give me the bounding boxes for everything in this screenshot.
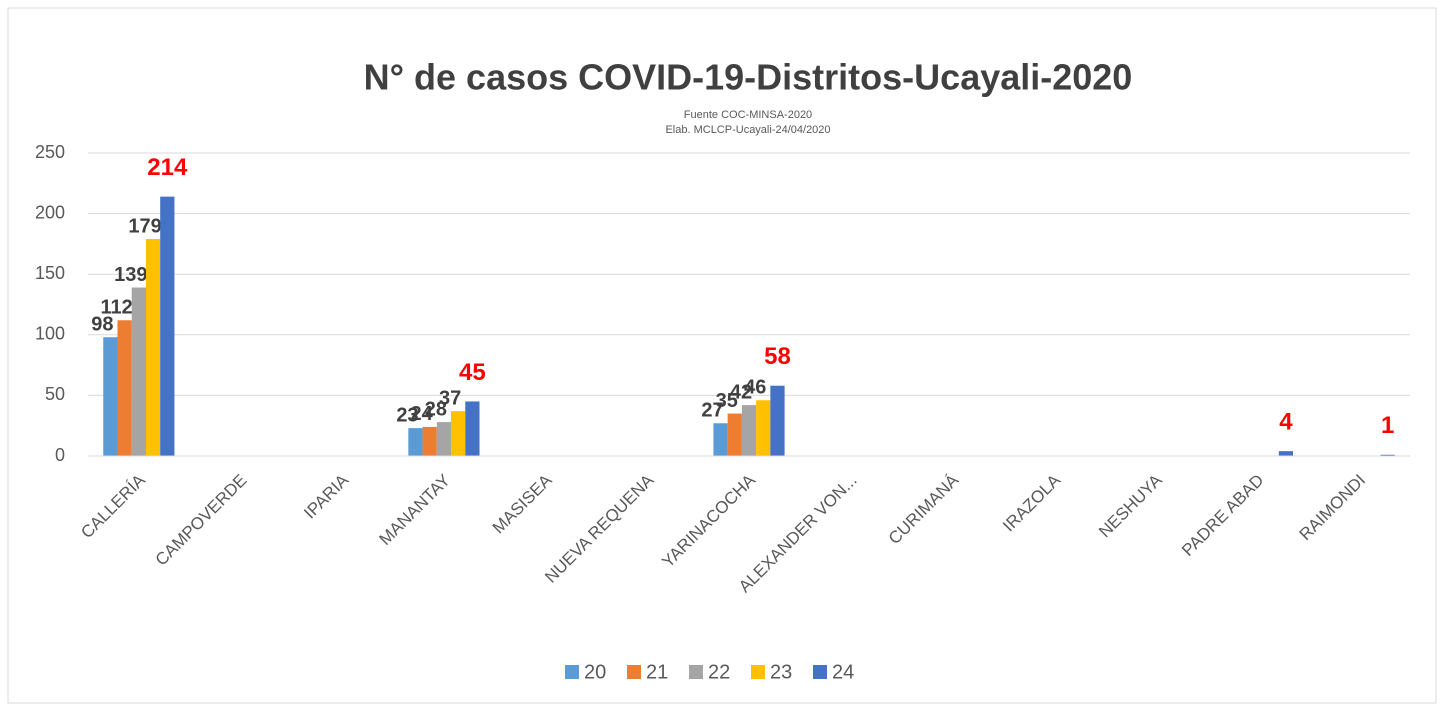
bar [727, 413, 742, 456]
data-label: 27 [701, 400, 723, 422]
bar [160, 196, 175, 456]
y-tick-label: 50 [45, 384, 65, 404]
data-label: 4 [1279, 408, 1293, 435]
legend-label: 24 [832, 661, 854, 683]
bar [451, 411, 466, 456]
chart-border [7, 7, 1437, 704]
chart-subtitle: Fuente COC-MINSA-2020 [684, 109, 812, 121]
bar [145, 239, 161, 456]
data-label: 24 [411, 403, 434, 425]
y-tick-label: 150 [35, 263, 65, 283]
legend-swatch [813, 665, 827, 679]
chart-title: N° de casos COVID-19-Distritos-Ucayali-2… [364, 57, 1133, 98]
data-label: 58 [764, 343, 791, 370]
bar [465, 401, 480, 456]
y-tick-label: 250 [35, 142, 65, 162]
data-label: 35 [716, 390, 738, 412]
data-label: 112 [100, 297, 132, 319]
bar [131, 287, 146, 456]
bar [422, 426, 437, 456]
legend-label: 20 [584, 661, 606, 683]
data-label: 214 [147, 154, 188, 181]
data-label: 98 [91, 314, 113, 336]
data-label: 139 [114, 264, 147, 286]
bar [770, 385, 785, 456]
data-label: 1 [1381, 412, 1394, 439]
legend-swatch [689, 665, 703, 679]
data-label: 23 [396, 404, 418, 426]
legend-label: 22 [708, 661, 730, 683]
data-label: 28 [425, 398, 447, 420]
data-label: 46 [744, 377, 766, 399]
bar [741, 405, 757, 456]
bar [117, 320, 132, 456]
legend-swatch [565, 665, 579, 679]
legend-label: 21 [646, 661, 668, 683]
data-label: 37 [439, 387, 461, 409]
legend-swatch [751, 665, 765, 679]
bar [1380, 454, 1395, 456]
data-label: 45 [459, 359, 486, 386]
data-label: 179 [128, 215, 161, 237]
legend-label: 23 [770, 661, 792, 683]
legend-swatch [627, 665, 641, 679]
bar [408, 428, 423, 456]
y-tick-label: 0 [55, 445, 65, 465]
bar [436, 422, 452, 456]
bar [713, 423, 728, 456]
y-tick-label: 100 [35, 324, 65, 344]
bar [756, 400, 771, 456]
y-tick-label: 200 [35, 202, 65, 222]
bar [103, 337, 118, 456]
chart-subtitle: Elab. MCLCP-Ucayali-24/04/2020 [665, 124, 830, 136]
data-label: 42 [730, 381, 752, 403]
bar [1278, 451, 1294, 456]
